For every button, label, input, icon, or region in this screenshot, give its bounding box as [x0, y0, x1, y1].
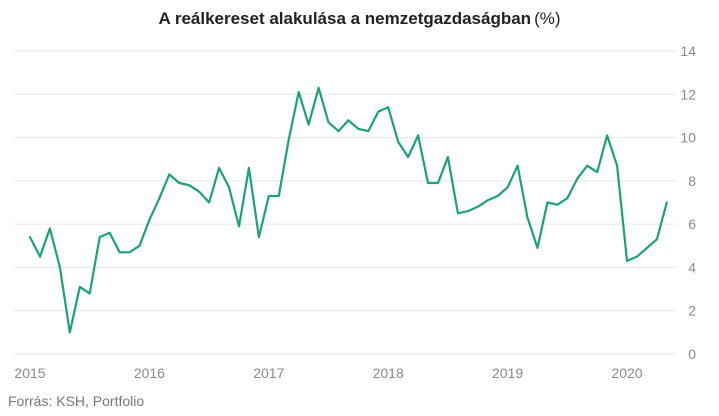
y-tick-label-4: 4 [688, 259, 696, 275]
y-tick-label-10: 10 [680, 130, 696, 146]
chart-title-unit: (%) [534, 9, 561, 28]
x-tick-label-2017: 2017 [253, 365, 284, 381]
x-tick-label-2016: 2016 [134, 365, 165, 381]
y-tick-label-6: 6 [688, 216, 696, 232]
y-tick-label-8: 8 [688, 173, 696, 189]
x-tick-label-2015: 2015 [14, 365, 45, 381]
y-tick-label-14: 14 [680, 43, 696, 59]
x-tick-label-2020: 2020 [611, 365, 642, 381]
series-line-0 [28, 86, 668, 334]
y-tick-label-0: 0 [688, 346, 696, 362]
y-tick-label-12: 12 [680, 86, 696, 102]
y-tick-label-2: 2 [688, 303, 696, 319]
x-tick-label-2018: 2018 [373, 365, 404, 381]
chart-title-text: A reálkereset alakulása a nemzetgazdaság… [158, 9, 532, 28]
y-axis: 0 2 4 6 8 10 12 14 [680, 43, 696, 362]
grid-lines [14, 50, 676, 355]
x-tick-label-2019: 2019 [492, 365, 523, 381]
x-axis: 2015 2016 2017 2018 2019 2020 [14, 365, 642, 381]
source-note: Forrás: KSH, Portfolio [8, 393, 145, 409]
chart-title: A reálkereset alakulása a nemzetgazdaság… [0, 9, 719, 29]
series-layer [28, 86, 668, 334]
